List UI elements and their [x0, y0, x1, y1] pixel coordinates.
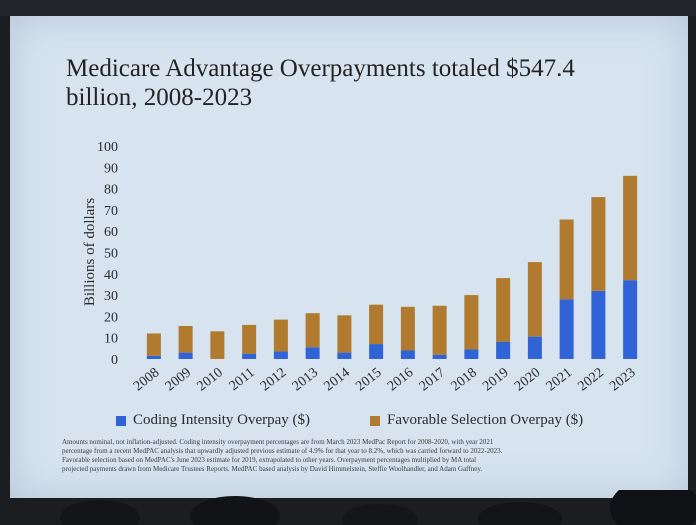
bar-coding-2014 — [337, 352, 352, 359]
bar-selection-2016 — [400, 306, 415, 351]
footnote-line: projected payments drawn from Medicare T… — [62, 465, 483, 473]
y-tick-label: 20 — [104, 310, 118, 325]
x-tick-label: 2018 — [449, 365, 480, 394]
y-tick-label: 0 — [111, 353, 118, 368]
bar-coding-2011 — [242, 353, 257, 359]
bar-selection-2012 — [273, 319, 288, 352]
y-tick-label: 80 — [104, 183, 118, 198]
bar-selection-2023 — [623, 175, 638, 281]
bar-coding-2023 — [623, 280, 638, 359]
bar-coding-2013 — [305, 347, 320, 359]
legend-label-selection: Favorable Selection Overpay ($) — [387, 412, 584, 428]
footnote-line: percentage from a recent MedPAC analysis… — [62, 447, 503, 455]
x-tick-label: 2022 — [576, 365, 607, 394]
x-tick-label: 2023 — [607, 365, 638, 394]
bar-selection-2015 — [369, 304, 384, 345]
footnote: Amounts nominal, not inflation-adjusted.… — [62, 438, 662, 474]
x-tick-label: 2014 — [322, 365, 353, 394]
x-axis-ticks: 2008 2009 2010 2011 2012 2013 2014 2015 2016 2017… — [131, 365, 639, 394]
bar-coding-2018 — [464, 349, 479, 359]
audience-silhouettes — [60, 490, 696, 525]
footnote-line: Amounts nominal, not inflation-adjusted.… — [62, 438, 494, 446]
bar-selection-2022 — [591, 197, 606, 291]
room-ceiling — [0, 0, 696, 16]
y-tick-label: 90 — [104, 161, 118, 176]
bar-selection-2017 — [432, 305, 447, 355]
bar-coding-2017 — [432, 354, 447, 359]
bar-coding-2019 — [496, 341, 511, 359]
y-tick-label: 60 — [104, 225, 118, 240]
y-tick-label: 70 — [104, 204, 118, 219]
bar-coding-2022 — [591, 290, 606, 359]
bar-selection-2014 — [337, 315, 352, 353]
bar-selection-2018 — [464, 295, 479, 350]
bar-coding-2009 — [178, 352, 193, 359]
bar-coding-2012 — [273, 351, 288, 359]
x-tick-label: 2010 — [195, 365, 226, 394]
chart-legend: Coding Intensity Overpay ($) Favorable S… — [110, 412, 670, 434]
bar-series — [146, 175, 638, 359]
x-tick-label: 2020 — [512, 365, 543, 394]
legend-label-coding: Coding Intensity Overpay ($) — [133, 412, 311, 428]
y-tick-label: 50 — [104, 247, 118, 262]
y-axis-ticks: 0 10 20 30 40 50 60 70 80 90 100 — [97, 140, 118, 368]
footnote-line: Favorable selection based on MedPAC's Ju… — [62, 456, 477, 464]
legend-swatch-selection — [370, 415, 380, 426]
x-tick-label: 2017 — [417, 365, 448, 394]
bar-selection-2019 — [496, 278, 511, 342]
x-tick-label: 2013 — [290, 365, 321, 394]
legend-swatch-coding — [116, 415, 126, 426]
legend-item-coding: Coding Intensity Overpay ($) — [116, 412, 310, 429]
bar-selection-2021 — [559, 219, 574, 300]
x-tick-label: 2016 — [385, 365, 416, 394]
bar-selection-2011 — [242, 324, 257, 354]
x-tick-label: 2012 — [258, 365, 289, 394]
bar-coding-2008 — [146, 355, 161, 359]
bar-coding-2020 — [527, 336, 542, 359]
x-tick-label: 2019 — [480, 365, 511, 394]
x-tick-label: 2009 — [163, 365, 194, 394]
y-tick-label: 10 — [104, 332, 118, 347]
bar-selection-2008 — [146, 333, 161, 356]
bar-selection-2013 — [305, 313, 320, 348]
chart-title: Medicare Advantage Overpayments totaled … — [66, 55, 575, 111]
y-tick-label: 40 — [104, 268, 118, 283]
x-tick-label: 2021 — [544, 365, 575, 394]
y-tick-label: 30 — [104, 289, 118, 304]
bar-coding-2015 — [369, 344, 384, 359]
x-tick-label: 2015 — [353, 365, 384, 394]
bar-coding-2021 — [559, 299, 574, 359]
x-tick-label: 2008 — [131, 365, 162, 394]
bar-selection-2009 — [178, 325, 193, 353]
y-tick-label: 100 — [97, 140, 118, 155]
bar-selection-2010 — [210, 331, 225, 359]
bar-selection-2020 — [527, 262, 542, 337]
bar-coding-2016 — [400, 350, 415, 359]
x-tick-label: 2011 — [227, 365, 258, 394]
legend-item-selection: Favorable Selection Overpay ($) — [370, 412, 583, 429]
